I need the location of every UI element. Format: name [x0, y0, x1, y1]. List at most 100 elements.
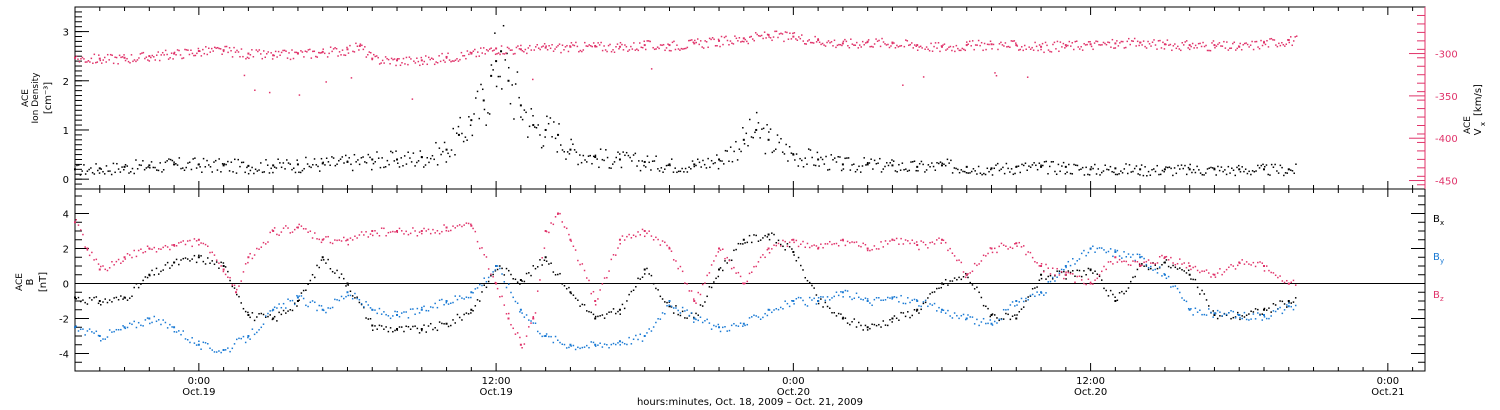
bz-point — [1141, 264, 1143, 267]
bz-point — [1121, 260, 1123, 263]
velocity-point — [905, 39, 907, 41]
density-point — [1205, 172, 1207, 174]
by-point — [416, 307, 419, 310]
by-point — [750, 316, 753, 318]
bz-point — [1105, 268, 1107, 271]
bz-point — [641, 228, 644, 231]
velocity-point — [1266, 39, 1268, 42]
bz-point — [358, 234, 361, 236]
by-point — [1188, 308, 1191, 311]
velocity-point — [866, 40, 869, 43]
by-point — [913, 298, 916, 301]
by-point — [148, 317, 151, 320]
bz-point — [360, 231, 363, 233]
density-point — [988, 170, 990, 173]
by-point — [111, 331, 113, 333]
density-point — [1213, 168, 1216, 171]
velocity-point — [1065, 45, 1068, 48]
velocity-point — [1209, 49, 1212, 52]
bz-point — [597, 298, 599, 300]
bz-point — [1072, 273, 1074, 275]
velocity-point — [1249, 44, 1252, 46]
bx-point — [733, 249, 735, 252]
density-point — [303, 167, 305, 170]
velocity-point — [665, 47, 668, 49]
bx-point — [340, 273, 343, 275]
bx-point — [82, 299, 84, 301]
by-point — [643, 335, 646, 337]
density-point — [591, 162, 593, 165]
velocity-point — [1269, 38, 1271, 40]
bz-point — [728, 259, 731, 262]
velocity-point — [257, 50, 259, 53]
by-point — [918, 305, 920, 307]
density-point — [1153, 168, 1155, 170]
bx-point — [1056, 270, 1058, 272]
by-point — [655, 321, 657, 324]
velocity-point — [326, 56, 329, 58]
velocity-point — [913, 44, 916, 46]
velocity-point — [1252, 48, 1255, 51]
bx-point — [1016, 314, 1018, 316]
velocity-point — [95, 61, 97, 64]
bz-point — [739, 275, 742, 278]
bx-point — [1080, 275, 1083, 278]
density-point — [383, 166, 385, 169]
velocity-point — [1015, 44, 1018, 47]
by-point — [1190, 308, 1192, 310]
density-point — [507, 79, 510, 82]
density-point — [178, 157, 181, 159]
velocity-point — [261, 57, 264, 60]
density-point — [242, 161, 245, 164]
bx-point — [385, 326, 387, 328]
velocity-point — [163, 54, 165, 56]
bz-point — [505, 313, 508, 315]
bx-point — [1018, 310, 1021, 313]
bx-point — [129, 297, 131, 299]
density-point — [1088, 174, 1091, 176]
density-point — [830, 154, 833, 156]
by-point — [1031, 293, 1034, 296]
by-point — [759, 318, 762, 320]
bz-point — [532, 316, 535, 318]
bz-point — [115, 260, 118, 263]
density-point — [570, 138, 572, 141]
velocity-point — [1214, 46, 1216, 49]
density-point — [371, 168, 373, 171]
density-point — [996, 162, 999, 165]
bx-point — [541, 264, 543, 266]
density-point — [426, 157, 428, 159]
density-point — [1017, 165, 1020, 167]
density-point — [690, 168, 692, 170]
velocity-point — [481, 52, 483, 54]
bx-point — [222, 265, 225, 267]
by-point — [231, 347, 234, 350]
density-point — [759, 137, 761, 139]
velocity-point — [221, 53, 223, 55]
bx-point — [1188, 273, 1191, 276]
bx-point — [1156, 267, 1159, 270]
velocity-point — [775, 30, 778, 33]
by-point — [331, 306, 334, 309]
bx-point — [764, 234, 766, 237]
by-point — [764, 312, 766, 315]
by-point — [153, 315, 156, 318]
by-point — [911, 299, 914, 301]
bz-point — [523, 343, 526, 345]
density-point — [1009, 171, 1011, 173]
density-point — [457, 125, 460, 128]
bx-point — [820, 298, 822, 300]
by-point — [492, 271, 494, 273]
bz-point — [1257, 261, 1259, 264]
velocity-point — [763, 31, 766, 33]
bx-point — [1014, 314, 1016, 316]
velocity-point — [1166, 39, 1169, 41]
bz-point — [688, 290, 691, 292]
velocity-point — [656, 46, 659, 48]
bx-point — [534, 267, 537, 270]
bz-point — [871, 248, 873, 251]
density-point — [584, 159, 586, 161]
density-point — [433, 158, 435, 161]
by-point — [465, 296, 468, 298]
velocity-point — [1105, 43, 1108, 46]
